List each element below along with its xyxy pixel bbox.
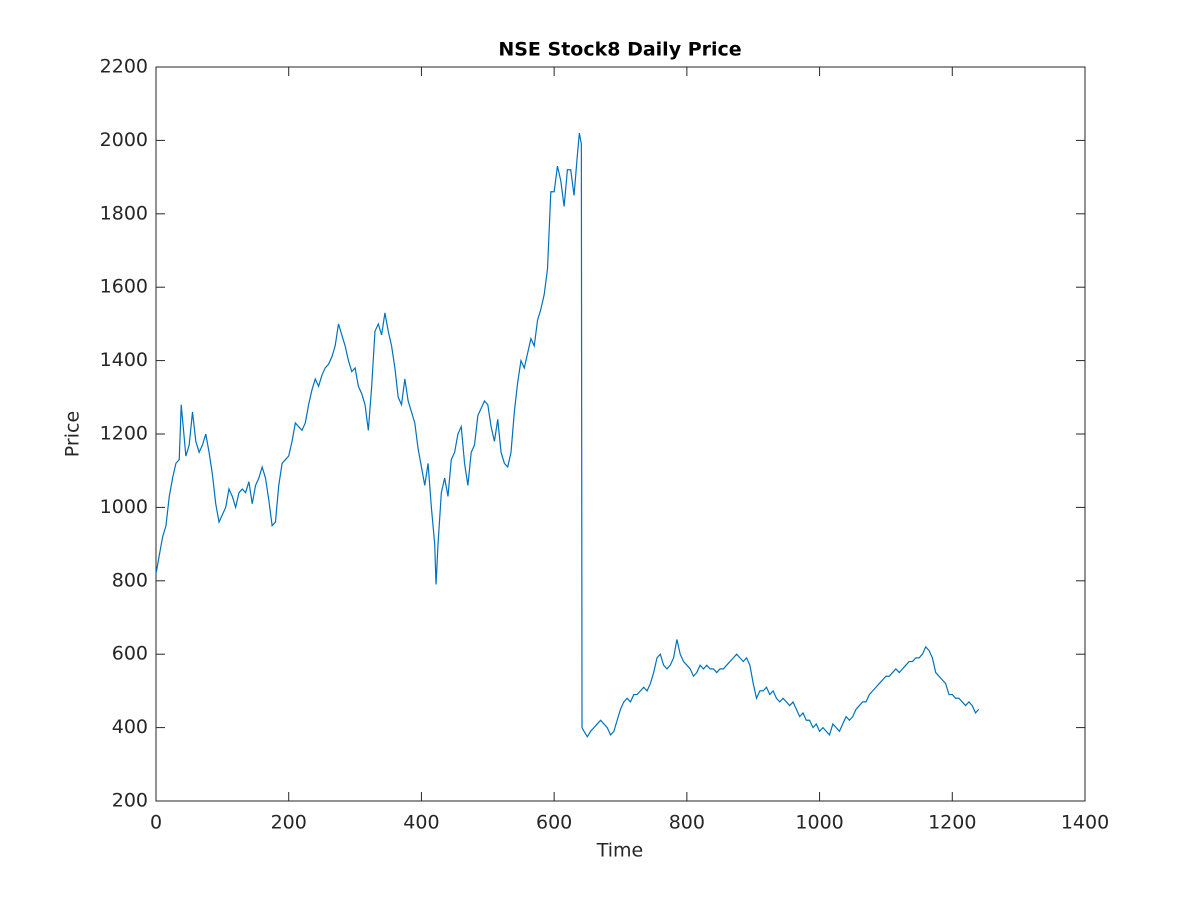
- y-tick-label: 2000: [100, 129, 148, 151]
- y-tick-label: 1200: [100, 423, 148, 445]
- x-tick-label: 1400: [1061, 812, 1109, 834]
- y-tick-label: 1800: [100, 202, 148, 224]
- x-tick-label: 800: [669, 812, 705, 834]
- x-tick-label: 200: [271, 812, 307, 834]
- y-tick-label: 200: [112, 790, 148, 812]
- x-tick-label: 600: [536, 812, 572, 834]
- x-axis-label: Time: [596, 840, 644, 862]
- y-tick-label: 800: [112, 569, 148, 591]
- x-tick-label: 400: [403, 812, 439, 834]
- y-tick-label: 1000: [100, 496, 148, 518]
- y-tick-label: 1400: [100, 349, 148, 371]
- chart-title: NSE Stock8 Daily Price: [498, 39, 741, 61]
- y-tick-label: 400: [112, 716, 148, 738]
- price-line: [155, 132, 980, 738]
- x-tick-label: 1000: [795, 812, 843, 834]
- x-tick-label: 1200: [928, 812, 976, 834]
- y-axis-label: Price: [62, 411, 84, 457]
- y-tick-label: 600: [112, 643, 148, 665]
- y-tick-label: 1600: [100, 276, 148, 298]
- x-tick-label: 0: [150, 812, 162, 834]
- y-tick-label: 2200: [100, 56, 148, 78]
